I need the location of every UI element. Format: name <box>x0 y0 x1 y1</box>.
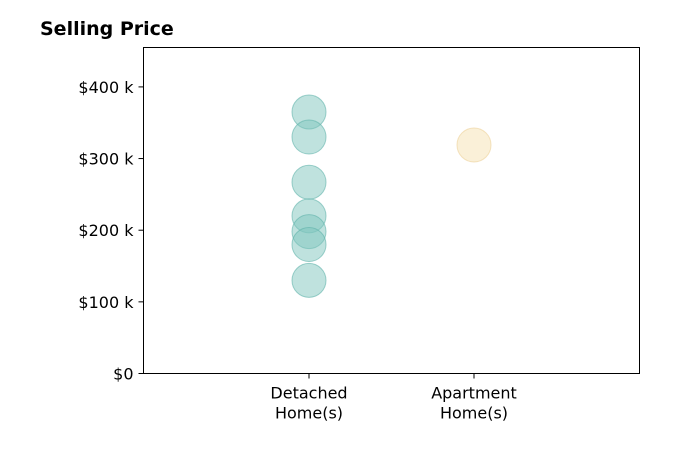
y-tick-label: $300 k <box>78 150 134 169</box>
data-points <box>291 94 492 298</box>
data-point <box>291 262 327 298</box>
x-tick-label: Home(s) <box>275 404 343 423</box>
x-tick-label: Home(s) <box>440 404 508 423</box>
chart-title: Selling Price <box>40 18 174 40</box>
data-point <box>291 227 327 263</box>
x-tick-label: Apartment <box>431 384 517 403</box>
plot-frame <box>143 47 640 374</box>
y-tick-label: $400 k <box>78 78 134 97</box>
data-point <box>456 127 492 163</box>
y-tick-label: $100 k <box>78 293 134 312</box>
y-axis: $0 $100 k $200 k $300 k $400 k <box>78 78 144 384</box>
y-tick-label: $200 k <box>78 221 134 240</box>
data-point <box>291 164 327 200</box>
x-tick-label: Detached <box>270 384 347 403</box>
y-tick-label: $0 <box>113 365 133 384</box>
data-point <box>291 119 327 155</box>
